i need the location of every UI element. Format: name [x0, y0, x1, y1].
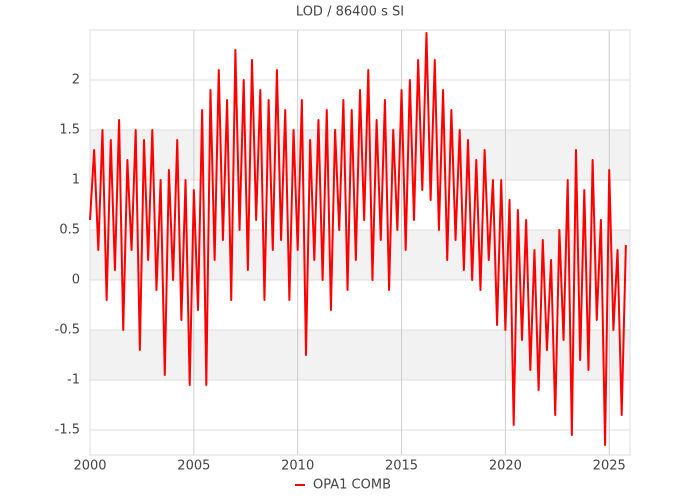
- band: [90, 130, 630, 180]
- x-tick-label: 2015: [385, 459, 418, 474]
- x-tick-label: 2000: [73, 459, 106, 474]
- legend-label: OPA1 COMB: [313, 478, 391, 493]
- x-tick-label: 2010: [281, 459, 314, 474]
- x-tick-label: 2025: [593, 459, 626, 474]
- plot-frame: [89, 29, 631, 456]
- y-tick-label: 0: [72, 273, 80, 288]
- data-line: [89, 32, 627, 446]
- x-tick-label: 2005: [177, 459, 210, 474]
- y-tick-label: 1: [72, 173, 80, 188]
- y-tick-label: 1.5: [59, 123, 80, 138]
- y-tick-label: 0.5: [59, 223, 80, 238]
- chart-title: LOD / 86400 s SI: [296, 5, 404, 20]
- x-tick-label: 2020: [489, 459, 522, 474]
- y-tick-label: 2: [72, 73, 80, 88]
- y-tick-label: -1: [67, 373, 80, 388]
- band: [90, 330, 630, 380]
- y-tick-label: -0.5: [55, 323, 80, 338]
- y-tick-label: -1.5: [55, 423, 80, 438]
